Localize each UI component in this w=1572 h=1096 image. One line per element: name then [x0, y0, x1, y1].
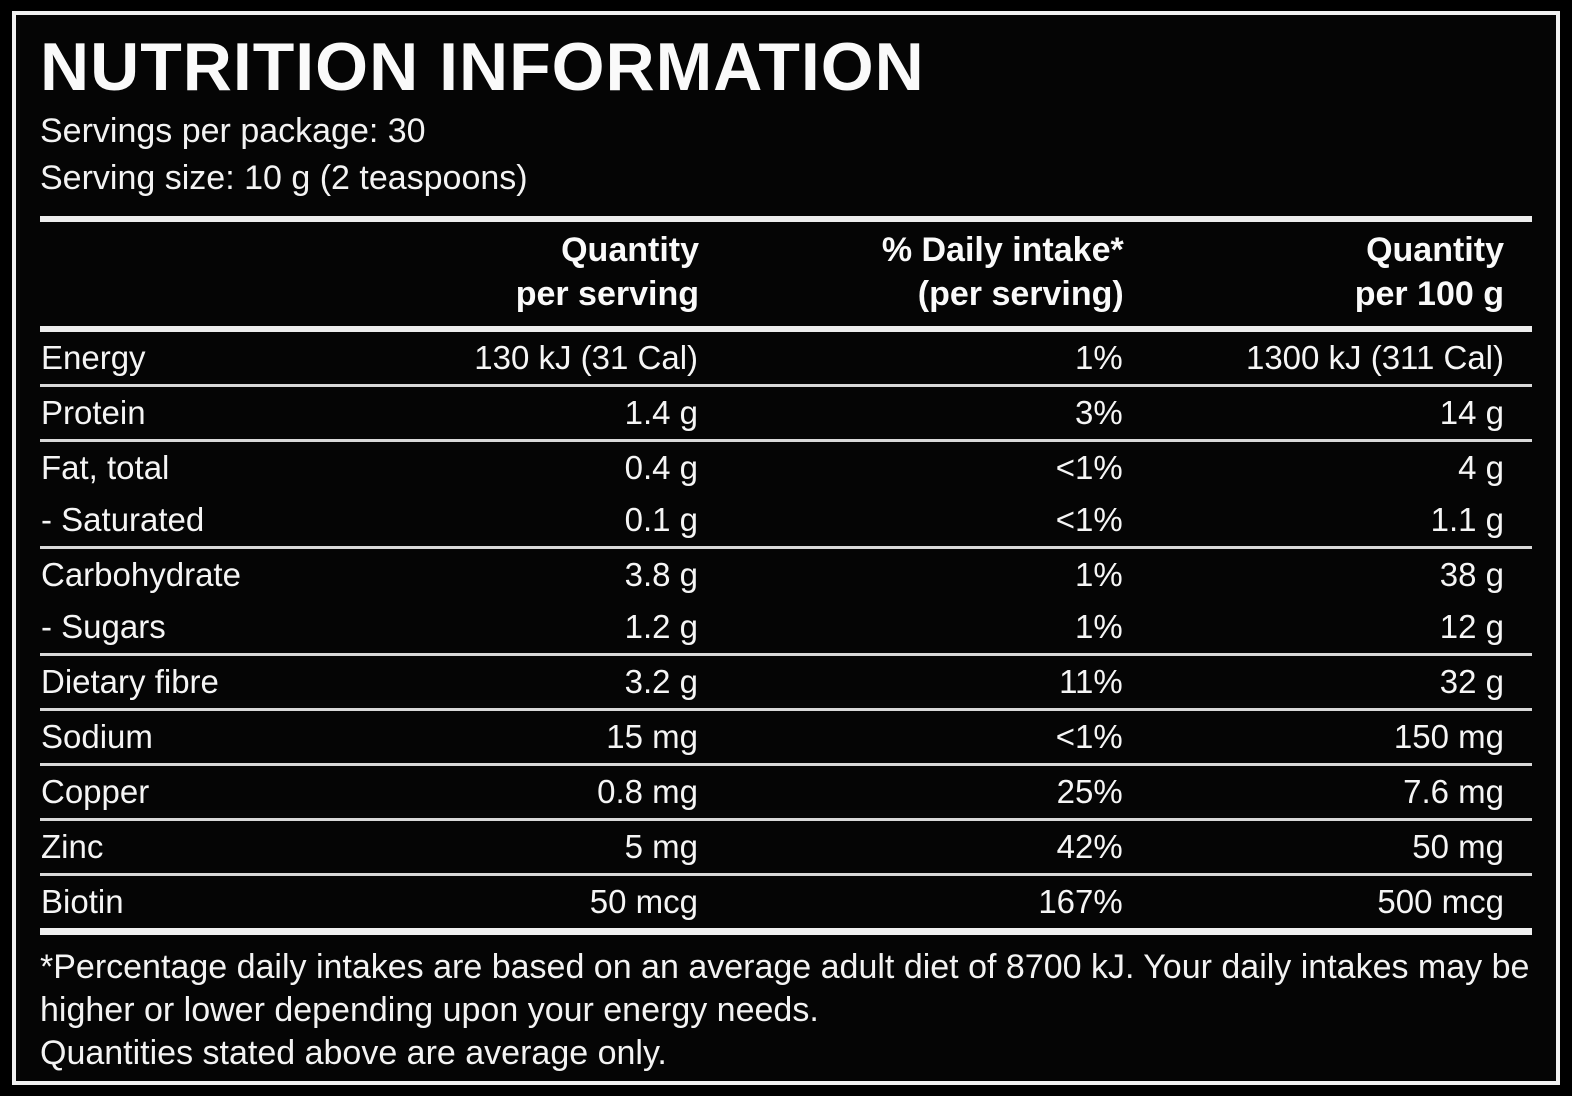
quantity-per-100g: 38 g — [1439, 556, 1504, 594]
nutrient-name: Carbohydrate — [41, 556, 241, 594]
label-title: NUTRITION INFORMATION — [40, 29, 925, 105]
quantity-per-100g: 500 mcg — [1377, 883, 1504, 921]
quantity-per-100g: 4 g — [1458, 449, 1504, 487]
nutrition-table: Quantity per serving % Daily intake* (pe… — [40, 216, 1532, 936]
serving-info: Servings per package: 30 Serving size: 1… — [40, 108, 1532, 202]
table-row: Protein 1.4 g 3% 14 g — [40, 385, 1532, 441]
quantity-per-serving: 0.8 mg — [597, 773, 699, 811]
quantity-per-serving: 3.8 g — [624, 556, 699, 594]
quantity-per-serving: 15 mg — [606, 718, 699, 756]
nutrient-name: - Saturated — [41, 501, 205, 539]
header-daily-intake-line1: % Daily intake* — [881, 231, 1124, 270]
serving-size: Serving size: 10 g (2 teaspoons) — [40, 159, 528, 198]
nutrient-name: Sodium — [41, 718, 153, 756]
nutrient-name: Copper — [41, 773, 150, 811]
quantity-per-100g: 150 mg — [1393, 718, 1504, 756]
quantity-per-100g: 14 g — [1439, 394, 1504, 432]
quantity-per-100g: 12 g — [1439, 608, 1504, 646]
daily-intake-percent: 1% — [1075, 556, 1123, 594]
table-row: Sodium 15 mg <1% 150 mg — [40, 709, 1532, 765]
daily-intake-percent: <1% — [1055, 449, 1123, 487]
quantity-per-serving: 1.2 g — [624, 608, 699, 646]
quantity-per-100g: 1.1 g — [1430, 501, 1504, 539]
header-quantity-per-serving: Quantity per serving — [421, 219, 699, 329]
quantity-per-serving: 1.4 g — [624, 394, 699, 432]
footnote-average: Quantities stated above are average only… — [40, 1034, 667, 1073]
footnote-daily-intake: *Percentage daily intakes are based on a… — [40, 948, 1530, 1030]
table-row: Fat, total 0.4 g <1% 4 g — [40, 440, 1532, 495]
daily-intake-percent: 167% — [1038, 883, 1123, 921]
nutrient-name: Biotin — [41, 883, 124, 921]
daily-intake-percent: 1% — [1075, 339, 1123, 377]
quantity-per-100g: 32 g — [1439, 663, 1504, 701]
servings-per-package: Servings per package: 30 — [40, 112, 426, 151]
table-row: - Saturated 0.1 g <1% 1.1 g — [40, 494, 1532, 548]
quantity-per-serving: 0.1 g — [624, 501, 699, 539]
daily-intake-percent: <1% — [1055, 501, 1123, 539]
daily-intake-percent: 11% — [1059, 663, 1123, 701]
header-daily-intake-line2: (per serving) — [917, 275, 1124, 314]
quantity-per-serving: 0.4 g — [624, 449, 699, 487]
daily-intake-percent: 3% — [1075, 394, 1123, 432]
nutrient-name: Zinc — [41, 828, 104, 866]
quantity-per-100g: 7.6 mg — [1403, 773, 1504, 811]
table-row: Zinc 5 mg 42% 50 mg — [40, 819, 1532, 875]
nutrient-name: - Sugars — [41, 608, 166, 646]
nutrient-name: Fat, total — [41, 449, 170, 487]
header-quantity-per-100g-line2: per 100 g — [1354, 275, 1504, 314]
header-quantity-per-serving-line1: Quantity — [561, 231, 700, 270]
quantity-per-serving: 50 mcg — [589, 883, 699, 921]
footnote: *Percentage daily intakes are based on a… — [40, 946, 1532, 1075]
table-row: Dietary fibre 3.2 g 11% 32 g — [40, 654, 1532, 710]
daily-intake-percent: 25% — [1056, 773, 1123, 811]
table-row: Energy 130 kJ (31 Cal) 1% 1300 kJ (311 Cal) — [40, 329, 1532, 386]
quantity-per-serving: 5 mg — [624, 828, 699, 866]
nutrient-name: Dietary fibre — [41, 663, 219, 701]
daily-intake-percent: 1% — [1075, 608, 1123, 646]
nutrition-table-body: Energy 130 kJ (31 Cal) 1% 1300 kJ (311 Cal)… — [40, 329, 1532, 932]
table-row: - Sugars 1.2 g 1% 12 g — [40, 601, 1532, 655]
table-row: Carbohydrate 3.8 g 1% 38 g — [40, 547, 1532, 602]
header-quantity-per-serving-line2: per serving — [515, 275, 700, 314]
quantity-per-serving: 3.2 g — [624, 663, 699, 701]
label-border-frame: NUTRITION INFORMATION Servings per packa… — [12, 11, 1560, 1085]
quantity-per-100g: 1300 kJ (311 Cal) — [1245, 339, 1504, 377]
nutrition-table-head: Quantity per serving % Daily intake* (pe… — [40, 219, 1532, 330]
header-nutrient-spacer — [40, 219, 421, 329]
header-quantity-per-100g: Quantity per 100 g — [1124, 219, 1532, 329]
nutrient-name: Protein — [41, 394, 146, 432]
table-row: Copper 0.8 mg 25% 7.6 mg — [40, 764, 1532, 820]
daily-intake-percent: <1% — [1055, 718, 1123, 756]
header-quantity-per-100g-line1: Quantity — [1366, 231, 1504, 270]
header-daily-intake: % Daily intake* (per serving) — [699, 219, 1124, 329]
quantity-per-serving: 130 kJ (31 Cal) — [474, 339, 699, 377]
quantity-per-100g: 50 mg — [1412, 828, 1504, 866]
daily-intake-percent: 42% — [1056, 828, 1123, 866]
table-row: Biotin 50 mcg 167% 500 mcg — [40, 874, 1532, 932]
table-header-row: Quantity per serving % Daily intake* (pe… — [40, 219, 1532, 330]
nutrient-name: Energy — [41, 339, 146, 377]
